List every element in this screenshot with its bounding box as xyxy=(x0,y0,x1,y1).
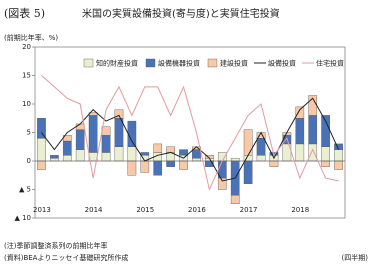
bar-segment xyxy=(62,140,72,156)
line xyxy=(41,75,339,192)
note: (資料)BEAよりニッセイ基礎研究所作成 xyxy=(4,253,128,262)
bar-segment xyxy=(179,149,188,156)
bar-segment xyxy=(101,126,111,136)
y-tick-label: 15 xyxy=(22,72,31,80)
y-tick-label: 20 xyxy=(22,43,31,51)
legend-label: 建設投資 xyxy=(220,59,248,68)
bar-segment xyxy=(269,160,279,167)
chart-title: 米国の実質設備投資(寄与度)と実質住宅投資 xyxy=(82,7,280,20)
legend-label: 住宅投資 xyxy=(316,59,344,68)
bar-segment xyxy=(230,194,240,204)
bar-segment xyxy=(114,146,124,162)
bar-segment xyxy=(140,160,150,173)
bar-segment xyxy=(295,143,305,162)
bar-segment xyxy=(50,157,59,162)
bar-segment xyxy=(37,160,46,170)
bar-segment xyxy=(192,157,201,162)
bar-segment xyxy=(101,152,111,162)
bar-segment xyxy=(256,155,266,162)
bar-segment xyxy=(166,160,175,167)
bar-segment xyxy=(37,118,46,139)
x-tick-label: 2016 xyxy=(188,206,206,214)
bar-segment xyxy=(153,143,163,153)
y-tick-label: ▲ 5 xyxy=(19,186,31,194)
figure-label: (図表 5) xyxy=(4,6,45,20)
bar-segment xyxy=(140,152,150,156)
legend-label: 設備投資 xyxy=(268,59,296,68)
y-tick-label: 10 xyxy=(22,100,31,108)
bar-segment xyxy=(230,157,240,162)
legend-swatch xyxy=(207,58,218,68)
bar-segment xyxy=(334,160,343,170)
bar-segment xyxy=(127,160,137,176)
bar-segment xyxy=(321,160,330,167)
bar-segment xyxy=(114,109,124,119)
bar-segment xyxy=(153,160,163,176)
note: (注)季節調整済系列の前期比年率 xyxy=(4,241,107,250)
legend-label: 設備機器投資 xyxy=(158,59,200,68)
bar-segment xyxy=(127,120,137,147)
bar-segment xyxy=(50,155,59,159)
bar-segment xyxy=(256,137,266,156)
legend-swatch xyxy=(83,58,94,68)
bar-segment xyxy=(37,137,46,162)
bar-segment xyxy=(101,135,111,153)
bar-segment xyxy=(88,115,98,153)
y-axis-label: (前期比年率、%) xyxy=(4,33,58,42)
x-tick-label: 2015 xyxy=(136,206,154,214)
bar-segment xyxy=(75,129,85,150)
y-tick-label: 0 xyxy=(27,157,31,165)
bar-segment xyxy=(192,149,201,159)
y-tick-label: ▲ 10 xyxy=(14,214,31,222)
bar-segment xyxy=(321,146,330,162)
bar-segment xyxy=(295,106,305,119)
bar-segment xyxy=(217,177,227,190)
bar-segment xyxy=(114,118,124,147)
legend-swatch xyxy=(145,58,156,68)
bar-segment xyxy=(308,115,318,145)
bar-segment xyxy=(179,160,188,170)
bar-segment xyxy=(62,155,72,162)
bar-segment xyxy=(243,129,253,156)
bar-segment xyxy=(334,149,343,162)
x-tick-label: 2013 xyxy=(33,206,51,214)
x-tick-label: 2018 xyxy=(291,206,309,214)
bar-segment xyxy=(295,118,305,145)
x-axis-label: (四半期) xyxy=(342,253,369,262)
x-tick-label: 2017 xyxy=(240,206,258,214)
bar-segment xyxy=(166,146,175,153)
bar-segment xyxy=(75,149,85,162)
line xyxy=(41,97,339,182)
x-tick-label: 2014 xyxy=(85,206,103,214)
bar-segment xyxy=(243,160,253,184)
bar-segment xyxy=(127,146,137,162)
legend-label: 知的財産投資 xyxy=(96,59,138,68)
bar-segment xyxy=(75,123,85,130)
bar-segment xyxy=(308,143,318,162)
y-tick-label: 5 xyxy=(27,129,31,137)
